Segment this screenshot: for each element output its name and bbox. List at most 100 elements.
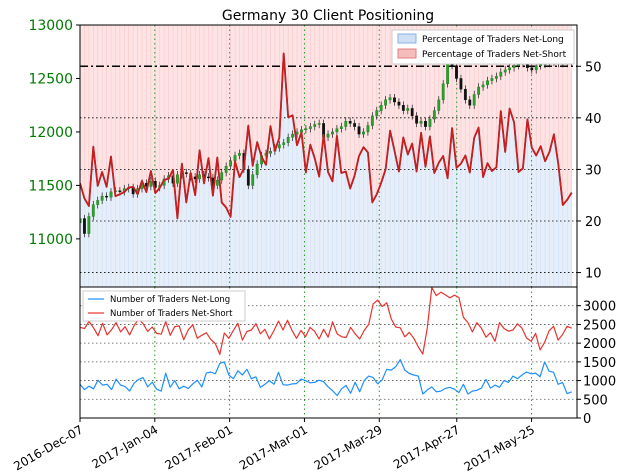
x-tick-label: 2017-Mar-01 [237, 422, 310, 472]
price-candle [406, 108, 410, 111]
net-long-area [80, 53, 572, 287]
net-short-percentage-line [80, 52, 573, 220]
price-candle [503, 69, 507, 73]
price-candle [348, 121, 352, 124]
price-candle [468, 99, 472, 106]
price-candle [224, 165, 228, 173]
price-candle [370, 115, 374, 126]
bottom-right-tick-label: 2500 [583, 318, 616, 333]
right-tick-label: 50 [585, 60, 602, 75]
price-candle [512, 65, 516, 68]
legend-label-net-long: Percentage of Traders Net-Long [422, 35, 564, 45]
price-candle [539, 64, 543, 66]
price-candle [508, 67, 512, 71]
price-candle [109, 191, 113, 198]
price-candle [477, 86, 481, 95]
price-candle [96, 200, 100, 205]
right-tick-label: 20 [585, 215, 602, 230]
price-candle [255, 163, 259, 175]
price-candle [384, 99, 388, 106]
price-candle [424, 121, 427, 127]
x-axis-labels: 2016-Dec-07 2017-Jan-04 2017-Feb-01 2017-Ma… [11, 418, 537, 474]
left-tick-label: 11000 [28, 232, 73, 248]
price-candle [401, 105, 405, 111]
right-tick-label: 10 [585, 267, 602, 282]
price-candle [339, 126, 343, 129]
price-candle [459, 78, 463, 90]
x-tick-label: 2017-Feb-01 [163, 422, 236, 472]
price-candle [494, 76, 498, 79]
price-candle [393, 97, 396, 103]
price-candle [437, 99, 441, 111]
price-candle [87, 216, 91, 234]
chart-title: Germany 30 Client Positioning [222, 8, 434, 24]
price-candle [375, 110, 379, 117]
price-candle [313, 124, 317, 127]
price-candle [499, 71, 503, 77]
price-candle [326, 133, 330, 138]
price-candle [207, 176, 210, 179]
price-candle [198, 174, 201, 180]
price-candle [176, 174, 179, 184]
price-candle [215, 179, 219, 186]
price-candle [220, 172, 224, 181]
bottom-right-tick-label: 500 [583, 393, 608, 408]
price-candle [463, 88, 467, 101]
bottom-right-tick-label: 1000 [583, 375, 616, 390]
legend-swatch-net-short [397, 48, 417, 59]
price-candle [233, 155, 237, 162]
bottom-panel: 0 500 1000 1500 2000 2500 3000 Number of Trade… [79, 286, 616, 427]
price-candle [490, 78, 494, 81]
price-candle [379, 105, 383, 111]
price-candle [238, 153, 241, 156]
price-candle [357, 126, 361, 135]
bottom-right-tick-label: 3000 [583, 300, 616, 315]
left-tick-label: 11500 [28, 178, 73, 194]
price-candle [91, 204, 95, 217]
price-candle [415, 115, 419, 124]
x-tick-label: 2017-Apr-27 [391, 422, 462, 471]
price-candle [331, 131, 334, 135]
price-candle [317, 123, 321, 125]
bottom-right-tick-label: 2000 [583, 337, 616, 352]
x-tick-label: 2017-Mar-29 [312, 422, 385, 472]
price-candle [105, 195, 108, 198]
price-candle [286, 137, 290, 143]
left-tick-label: 12500 [28, 71, 73, 87]
legend-label-number-long: Number of Traders Net-Long [110, 295, 230, 305]
price-candle [308, 126, 312, 129]
legend-label-number-short: Number of Traders Net-Short [110, 309, 233, 319]
top-panel: 11000 11500 12000 12500 13000 10 20 30 40 50 Per… [28, 18, 602, 288]
price-candle [251, 174, 255, 186]
price-candle [388, 97, 392, 101]
bottom-right-tick-label: 0 [583, 412, 591, 427]
price-candle [366, 125, 370, 133]
legend-label-net-short: Percentage of Traders Net-Short [422, 50, 567, 60]
price-candle [410, 108, 414, 117]
price-candle [362, 131, 365, 135]
bottom-right-tick-label: 1500 [583, 356, 616, 371]
top-legend: Percentage of Traders Net-Long Percentag… [391, 29, 575, 65]
price-candle [277, 144, 281, 149]
number-net-short-line [80, 287, 572, 355]
left-tick-label: 12000 [28, 125, 73, 141]
legend-swatch-net-long [397, 33, 417, 44]
price-candle [282, 142, 286, 145]
price-candle [291, 133, 295, 138]
price-candle [432, 110, 436, 120]
price-candle [118, 190, 122, 193]
price-candle [304, 128, 308, 130]
price-candle [353, 123, 357, 127]
price-candle [344, 121, 348, 127]
price-candle [100, 195, 104, 201]
price-candle [472, 94, 476, 106]
price-candle [149, 180, 153, 187]
price-candle [428, 118, 432, 127]
price-candle [335, 128, 339, 133]
price-candle [246, 169, 250, 186]
price-candle [397, 101, 401, 106]
price-candle [530, 67, 534, 71]
bottom-legend: Number of Traders Net-Long Number of Tra… [82, 290, 246, 322]
price-candle [83, 218, 86, 234]
